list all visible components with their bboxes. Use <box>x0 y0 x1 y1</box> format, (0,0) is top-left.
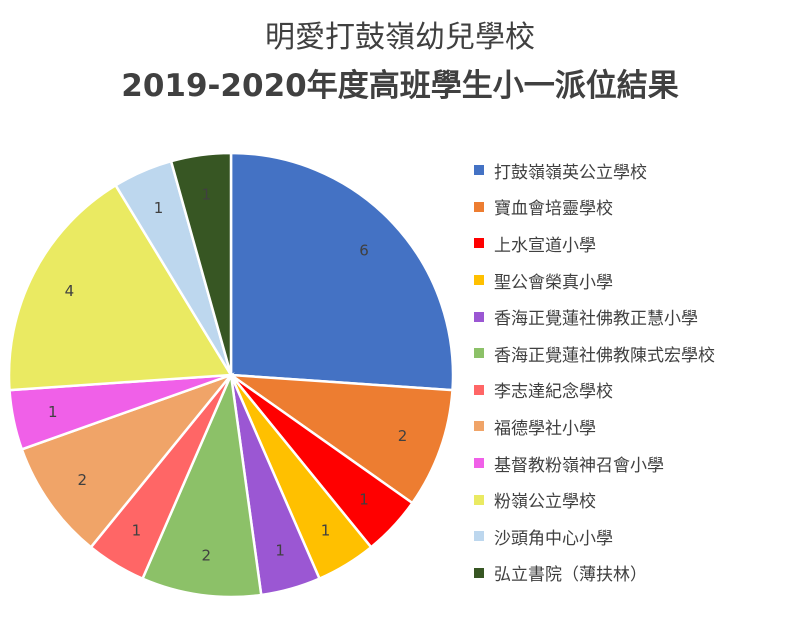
legend-item: 弘立書院（薄扶林） <box>474 555 715 592</box>
legend-label: 上水宣道小學 <box>494 235 596 256</box>
slice-data-label: 1 <box>48 403 58 421</box>
legend-swatch <box>474 201 484 212</box>
legend-item: 李志達紀念學校 <box>474 372 715 409</box>
legend-item: 基督教粉嶺神召會小學 <box>474 445 715 482</box>
pie-slice <box>169 151 233 376</box>
legend-label: 寶血會培靈學校 <box>494 199 613 220</box>
legend-label: 李志達紀念學校 <box>494 382 613 403</box>
legend-item: 聖公會榮真小學 <box>474 262 715 299</box>
legend-item: 香海正覺蓮社佛教正慧小學 <box>474 298 715 335</box>
legend-label: 打鼓嶺嶺英公立學校 <box>494 162 647 183</box>
slice-data-label: 2 <box>398 427 408 445</box>
pie-slice <box>140 370 263 599</box>
slice-data-label: 1 <box>275 541 285 559</box>
legend-swatch <box>474 348 484 359</box>
legend-swatch <box>474 384 484 395</box>
slice-data-label: 1 <box>201 186 211 204</box>
legend-label: 沙頭角中心小學 <box>494 528 613 549</box>
legend-item: 寶血會培靈學校 <box>474 189 715 226</box>
legend-swatch <box>474 275 484 286</box>
legend-item: 粉嶺公立學校 <box>474 481 715 518</box>
slice-data-label: 6 <box>359 242 369 260</box>
slice-data-label: 4 <box>65 282 75 300</box>
legend-item: 香海正覺蓮社佛教陳式宏學校 <box>474 335 715 372</box>
legend-swatch <box>474 421 484 432</box>
legend-item: 沙頭角中心小學 <box>474 518 715 555</box>
legend-swatch <box>474 567 484 578</box>
pie-slice <box>7 183 234 392</box>
pie-slice <box>226 373 454 505</box>
legend-item: 福德學社小學 <box>474 408 715 445</box>
legend-swatch <box>474 165 484 176</box>
legend-item: 上水宣道小學 <box>474 225 715 262</box>
legend-label: 香海正覺蓮社佛教陳式宏學校 <box>494 345 715 366</box>
legend-label: 聖公會榮真小學 <box>494 272 613 293</box>
slice-data-label: 1 <box>132 522 142 540</box>
legend-label: 香海正覺蓮社佛教正慧小學 <box>494 309 698 330</box>
legend-label: 基督教粉嶺神召會小學 <box>494 455 664 476</box>
slice-data-label: 1 <box>321 522 331 540</box>
legend-swatch <box>474 311 484 322</box>
legend-swatch <box>474 458 484 469</box>
chart-title: 明愛打鼓嶺幼兒學校 <box>265 20 535 55</box>
legend-swatch <box>474 494 484 505</box>
legend-label: 福德學社小學 <box>494 418 596 439</box>
legend-label: 粉嶺公立學校 <box>494 492 596 513</box>
legend: 打鼓嶺嶺英公立學校 寶血會培靈學校 上水宣道小學 聖公會榮真小學香海正覺蓮社佛教正慧小… <box>474 152 715 591</box>
slice-data-label: 1 <box>359 490 369 508</box>
pie-slice <box>20 372 235 549</box>
pie-slice <box>229 151 455 392</box>
legend-swatch <box>474 531 484 542</box>
legend-swatch <box>474 238 484 249</box>
slice-data-label: 2 <box>201 546 211 564</box>
slice-data-label: 2 <box>78 471 88 489</box>
slice-data-label: 1 <box>154 199 164 217</box>
legend-label: 弘立書院（薄扶林） <box>494 565 647 586</box>
chart-subtitle: 2019-2020年度高班學生小一派位結果 <box>121 68 679 104</box>
legend-item: 打鼓嶺嶺英公立學校 <box>474 152 715 189</box>
